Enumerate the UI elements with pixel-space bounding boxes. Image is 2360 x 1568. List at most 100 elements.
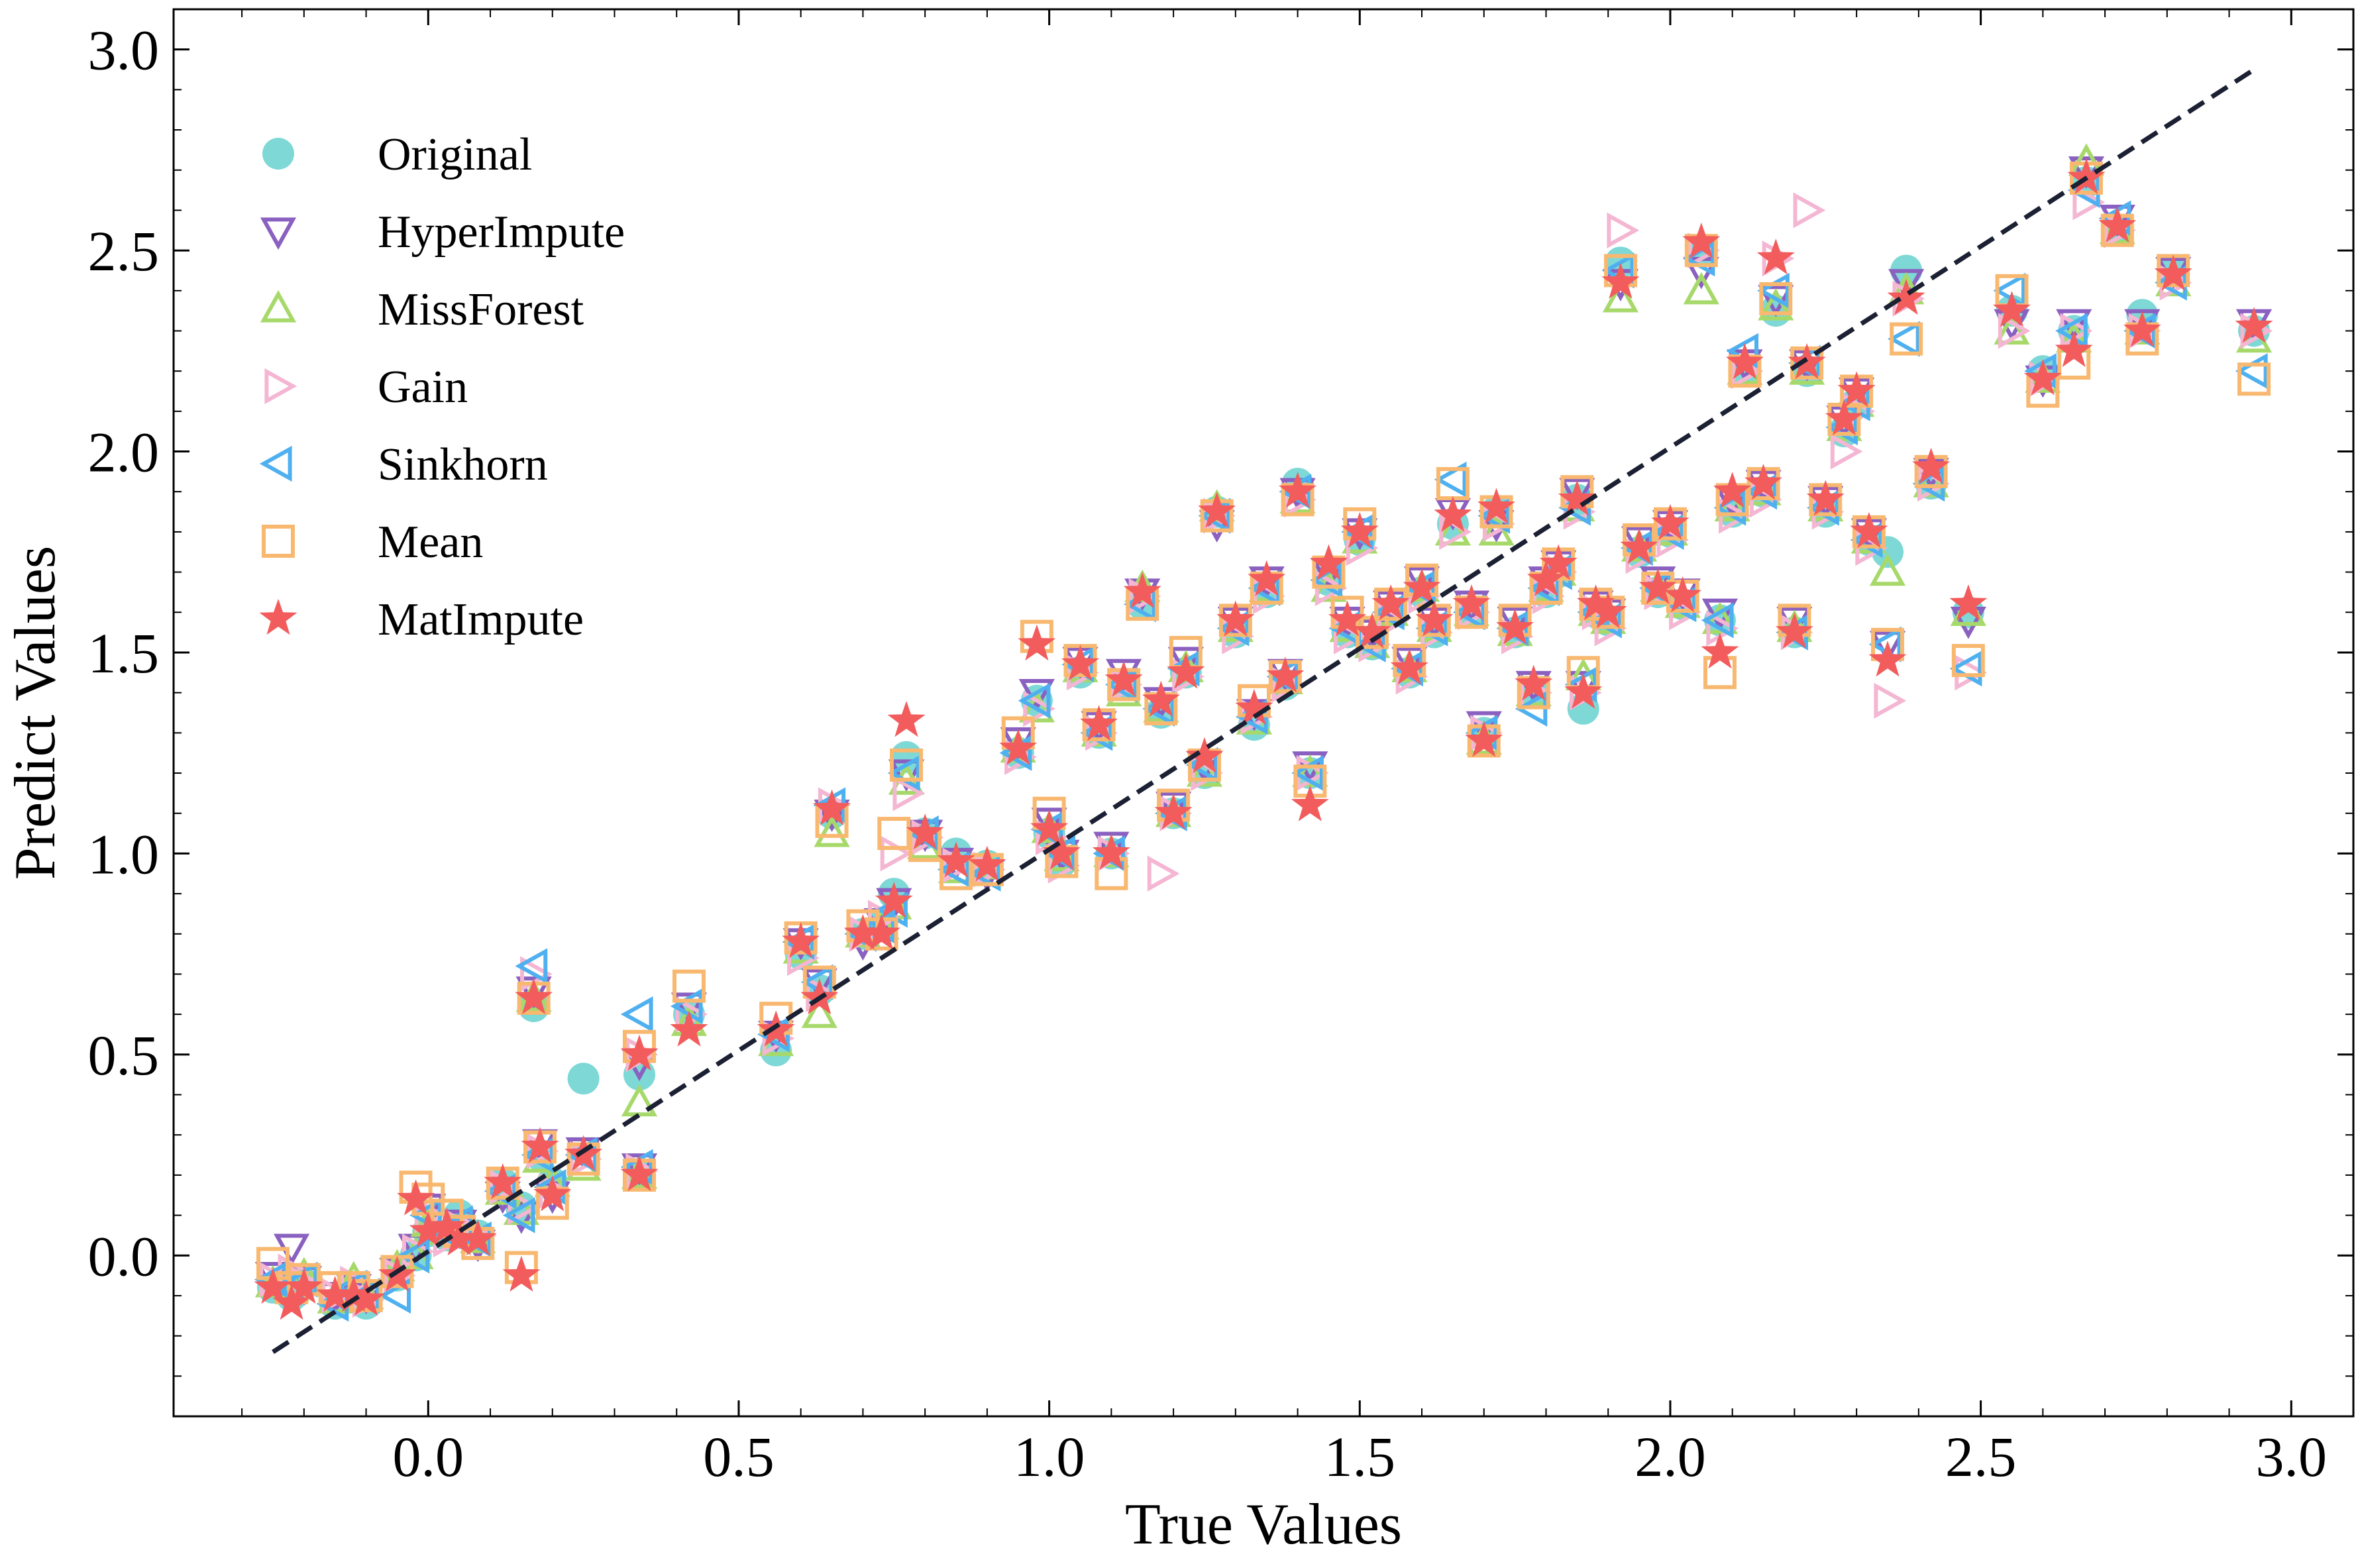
data-point-star (1992, 291, 2031, 327)
series-matimpute (254, 158, 2273, 1320)
data-point-star (458, 1220, 497, 1256)
data-point-star (254, 1267, 292, 1304)
data-point-star (1806, 480, 1845, 516)
data-point-star (1564, 672, 1603, 709)
data-point-star (1080, 705, 1118, 741)
data-point-triangle-up (1869, 553, 1906, 586)
data-point-star (1415, 600, 1454, 637)
legend-marker-triangle-left (259, 445, 292, 482)
data-point-triangle-down (2056, 309, 2092, 342)
data-point-star (409, 1211, 447, 1248)
data-point-square (2237, 362, 2271, 396)
x-tick-label: 3.0 (2256, 1425, 2328, 1489)
data-point-triangle-right (1955, 654, 1988, 691)
data-point-star (1725, 343, 1764, 380)
data-point-triangle-up (1186, 754, 1223, 787)
data-point-star (1638, 568, 1677, 605)
data-point-star (1701, 633, 1739, 669)
data-point-star (1837, 371, 1876, 407)
data-point-star (1496, 608, 1534, 645)
data-point-star (2098, 206, 2137, 242)
data-point-triangle-left (620, 996, 653, 1033)
data-point-triangle-left (1887, 321, 1920, 357)
data-point-star (502, 1255, 541, 1292)
data-point-star (2067, 158, 2106, 195)
legend-label: Original (378, 129, 532, 180)
data-points (254, 143, 2273, 1322)
y-tick-label: 3.0 (88, 19, 160, 82)
data-point-star (347, 1280, 386, 1316)
data-point-star (2235, 307, 2273, 343)
data-point-square (1759, 282, 1793, 315)
data-point-star (875, 882, 913, 918)
data-point-star (1601, 262, 1640, 299)
data-point-star (1620, 528, 1658, 564)
data-point-star (484, 1163, 522, 1200)
data-point-triangle-right (1607, 212, 1640, 248)
data-point-star (1558, 480, 1596, 516)
data-point-triangle-right (508, 1189, 541, 1226)
data-point-star (1576, 584, 1615, 621)
data-point-triangle-up (1602, 280, 1639, 313)
data-point-star (1949, 584, 1988, 621)
data-point-star (1744, 464, 1783, 500)
data-point-star (272, 1284, 311, 1320)
data-point-triangle-up (1018, 690, 1055, 723)
data-point-star (1340, 511, 1379, 549)
data-point-star (515, 978, 553, 1015)
data-point-square (672, 969, 706, 1003)
x-tick-label: 1.0 (1014, 1425, 1085, 1489)
data-point-square (890, 748, 924, 782)
data-point-star (670, 1010, 708, 1047)
data-point-star (1279, 472, 1317, 508)
x-tick-label: 0.0 (393, 1425, 464, 1489)
data-point-star (397, 1179, 435, 1216)
data-point-triangle-up (1683, 272, 1719, 305)
data-point-star (1452, 584, 1491, 621)
data-point-square (1951, 644, 1985, 678)
data-point-triangle-up (1701, 601, 1739, 635)
data-point-star (1123, 572, 1161, 609)
data-point-triangle-left (1701, 602, 1734, 639)
x-tick-label: 1.5 (1324, 1425, 1396, 1489)
legend-label: HyperImpute (378, 207, 625, 258)
data-point-star (2023, 359, 2062, 395)
data-point-star (1390, 649, 1428, 685)
data-point-triangle-left (378, 1277, 411, 1314)
data-point-star (1664, 576, 1702, 613)
legend-label: Gain (378, 362, 468, 413)
data-point-star (1018, 624, 1056, 661)
data-point-star (1198, 492, 1236, 528)
data-point-star (1682, 223, 1721, 259)
data-point-triangle-left (502, 1197, 535, 1233)
data-point-triangle-right (2072, 184, 2106, 221)
y-tick-label: 0.0 (88, 1224, 160, 1288)
x-axis-label: True Values (1125, 1492, 1402, 1557)
data-point-triangle-down (1167, 647, 1204, 680)
data-point-star (1235, 688, 1273, 725)
data-point-star (1104, 660, 1143, 697)
data-point-star (937, 841, 975, 878)
data-point-triangle-down (888, 759, 925, 792)
data-point-star (1142, 680, 1180, 717)
data-point-circle (567, 1063, 600, 1095)
x-tick-label: 2.5 (1945, 1425, 2017, 1489)
data-point-triangle-right (1147, 855, 1180, 892)
data-point-triangle-right (892, 775, 926, 811)
legend-marker-circle (262, 138, 294, 170)
data-point-star (1403, 568, 1441, 605)
data-point-star (1527, 560, 1565, 596)
data-point-triangle-right (1023, 690, 1056, 727)
data-point-star (2154, 254, 2192, 291)
y-tick-label: 1.0 (88, 822, 160, 886)
data-point-star (1825, 399, 1863, 436)
data-point-star (968, 845, 1006, 882)
data-point-star (1216, 600, 1255, 637)
data-point-triangle-left (1434, 461, 1467, 498)
data-point-star (1092, 833, 1130, 870)
data-point-star (620, 1034, 659, 1071)
data-point-star (1371, 584, 1410, 621)
data-point-star (1042, 833, 1081, 870)
data-point-star (316, 1275, 354, 1312)
x-tick-label: 2.0 (1635, 1425, 1706, 1489)
